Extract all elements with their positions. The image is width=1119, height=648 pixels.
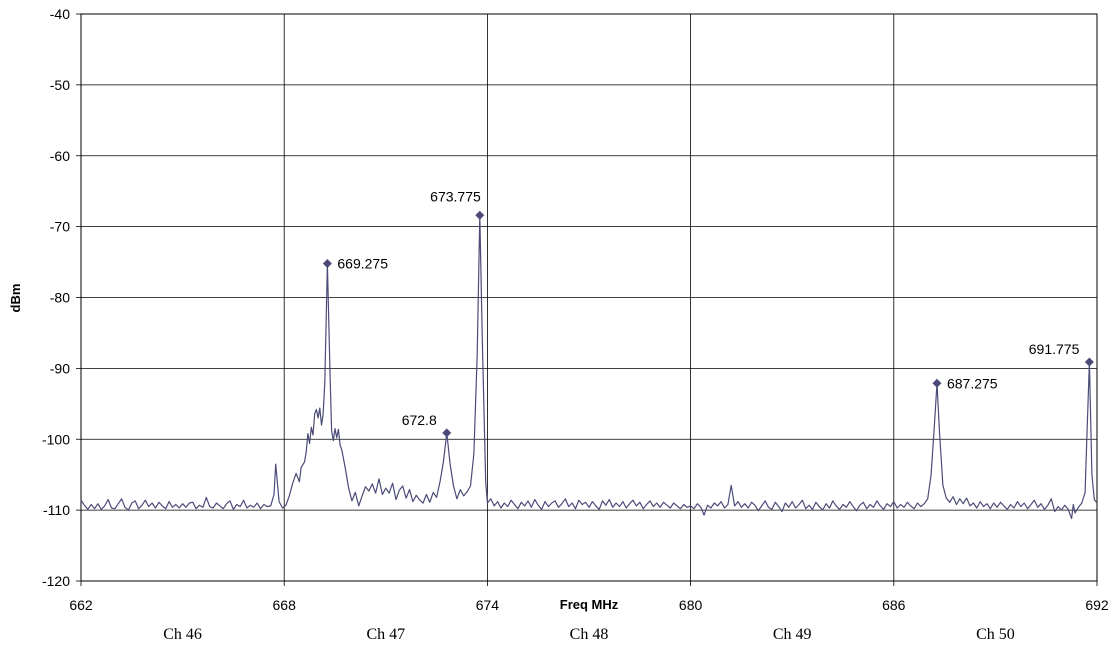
- y-tick-labels: -120 -110 -100 -90 -80 -70 -60 -50 -40: [42, 6, 70, 589]
- y-tick-label: -70: [50, 219, 70, 235]
- x-axis-title: Freq MHz: [560, 597, 619, 612]
- peak-label: 687.275: [947, 375, 998, 391]
- y-tick-label: -40: [50, 6, 70, 22]
- peak-marker: [475, 210, 485, 220]
- channel-label: Ch 48: [570, 626, 609, 643]
- peak-label: 691.775: [1029, 341, 1080, 357]
- spectrum-trace: [80, 214, 1098, 520]
- peak-label: 673.775: [430, 188, 481, 204]
- y-axis-title: dBm: [8, 284, 23, 313]
- channel-label: Ch 50: [976, 626, 1015, 643]
- peak-markers: 669.275 673.775 672.8 687.275 691.775: [322, 188, 1094, 438]
- x-tick-label: 668: [273, 597, 297, 613]
- y-tick-label: -100: [42, 431, 70, 447]
- y-tick-label: -110: [43, 502, 70, 518]
- plot-area-border: [80, 13, 1098, 582]
- peak-label: 669.275: [337, 255, 388, 271]
- x-tick-label: 692: [1085, 597, 1109, 613]
- y-tick-label: -90: [50, 360, 70, 376]
- channel-label: Ch 46: [163, 626, 202, 643]
- y-tick-label: -120: [42, 573, 70, 589]
- peak-marker: [1084, 357, 1094, 367]
- peak-marker: [442, 428, 452, 438]
- peak-label: 672.8: [402, 412, 437, 428]
- x-tick-label: 680: [679, 597, 703, 613]
- channel-label: Ch 47: [366, 626, 405, 643]
- x-tick-label: 686: [882, 597, 906, 613]
- channel-labels: Ch 46 Ch 47 Ch 48 Ch 49 Ch 50: [163, 626, 1014, 643]
- peak-marker: [932, 378, 942, 388]
- peak-marker: [322, 258, 332, 268]
- channel-label: Ch 49: [773, 626, 812, 643]
- x-tick-label: 674: [476, 597, 500, 613]
- x-tick-label: 662: [69, 597, 93, 613]
- spectrum-line: [80, 214, 1098, 520]
- y-tick-label: -60: [50, 148, 70, 164]
- grid-lines: [76, 13, 1098, 586]
- y-tick-label: -50: [50, 77, 70, 93]
- x-tick-labels: 662 668 674 680 686 692: [69, 597, 1109, 613]
- y-tick-label: -80: [50, 290, 70, 306]
